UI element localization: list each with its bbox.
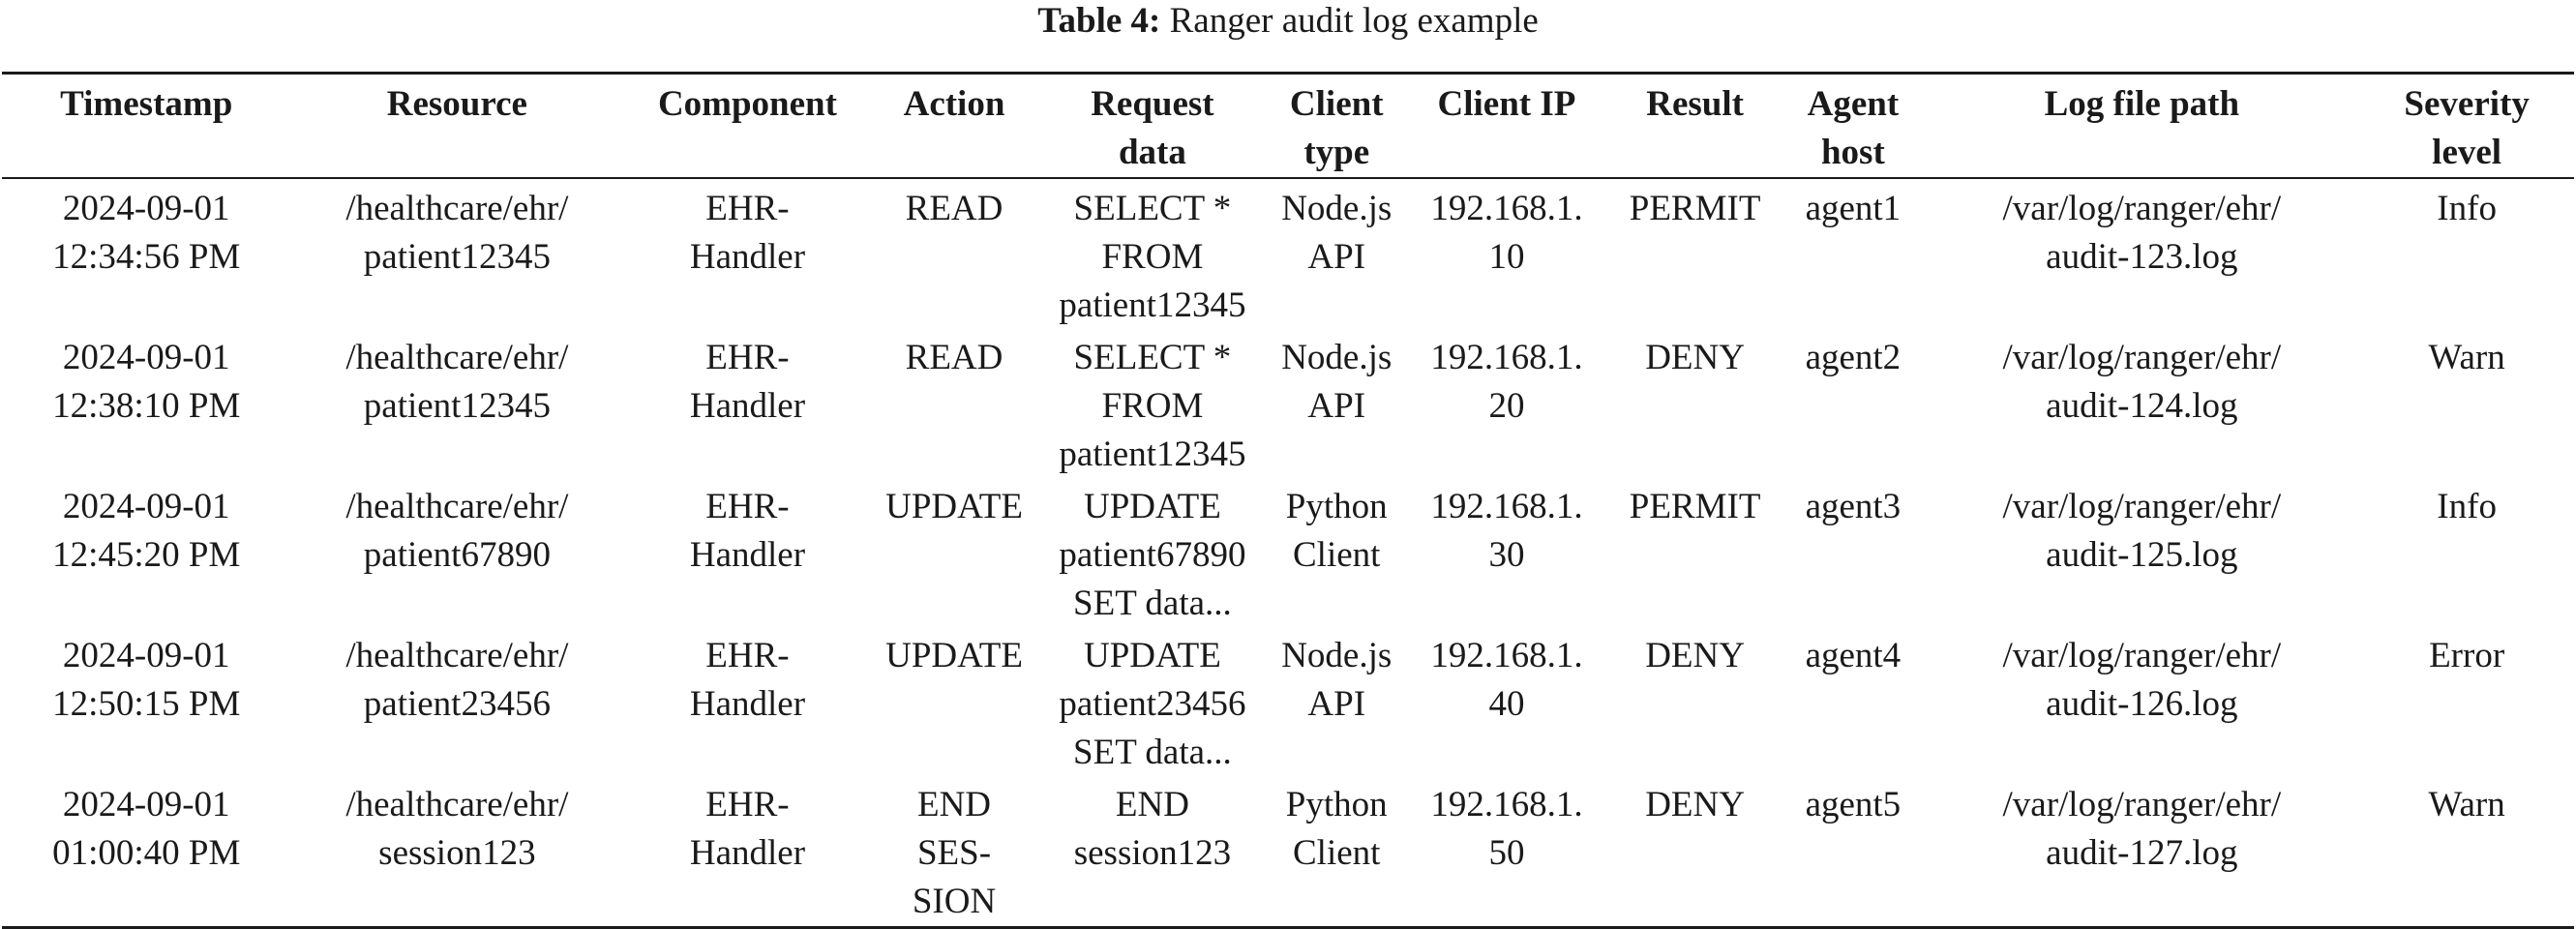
cell-component: EHR- Handler — [689, 189, 806, 277]
cell-resource: /healthcare/ehr/ session123 — [345, 785, 569, 873]
cell-client-ip: 192.168.1. 40 — [1430, 636, 1583, 724]
audit-log-table: Timestamp Resource Component Action Requ… — [2, 72, 2574, 929]
cell-client-type: Node.js API — [1281, 636, 1393, 724]
cell-severity-level: Warn — [2428, 785, 2505, 824]
cell-client-ip: 192.168.1. 20 — [1430, 338, 1583, 426]
cell-timestamp: 2024-09-01 01:00:40 PM — [52, 785, 241, 873]
column-header-client-type: Client type — [1289, 84, 1384, 172]
column-header-action: Action — [903, 84, 1005, 124]
cell-result: PERMIT — [1629, 487, 1761, 526]
cell-log-file-path: /var/log/ranger/ehr/ audit-126.log — [2002, 636, 2282, 724]
table-row: 2024-09-01 12:34:56 PM /healthcare/ehr/ … — [2, 178, 2574, 330]
table-row: 2024-09-01 12:50:15 PM /healthcare/ehr/ … — [2, 628, 2574, 777]
cell-timestamp: 2024-09-01 12:38:10 PM — [52, 338, 241, 426]
cell-severity-level: Error — [2429, 636, 2505, 675]
cell-action: END SES- SION — [912, 785, 997, 921]
cell-component: EHR- Handler — [689, 338, 806, 426]
cell-client-ip: 192.168.1. 10 — [1430, 189, 1583, 277]
cell-client-type: Node.js API — [1281, 189, 1393, 277]
table-caption-label: Table 4: — [1037, 1, 1161, 41]
cell-client-type: Python Client — [1285, 785, 1388, 873]
cell-agent-host: agent4 — [1805, 636, 1902, 675]
cell-action: READ — [905, 189, 1003, 228]
cell-request-data: UPDATE patient67890 SET data... — [1059, 487, 1246, 623]
table-row: 2024-09-01 01:00:40 PM /healthcare/ehr/ … — [2, 777, 2574, 928]
cell-severity-level: Info — [2437, 189, 2497, 228]
column-header-severity-level: Severity level — [2404, 84, 2530, 172]
table-caption-text: Ranger audit log example — [1169, 1, 1539, 41]
cell-log-file-path: /var/log/ranger/ehr/ audit-123.log — [2002, 189, 2282, 277]
cell-client-type: Node.js API — [1281, 338, 1393, 426]
column-header-result: Result — [1646, 84, 1744, 124]
column-header-resource: Resource — [386, 84, 527, 124]
table-row: 2024-09-01 12:38:10 PM /healthcare/ehr/ … — [2, 330, 2574, 479]
cell-agent-host: agent5 — [1805, 785, 1902, 824]
cell-request-data: SELECT * FROM patient12345 — [1059, 338, 1246, 474]
cell-component: EHR- Handler — [689, 636, 806, 724]
cell-result: DENY — [1645, 636, 1745, 675]
table-row: 2024-09-01 12:45:20 PM /healthcare/ehr/ … — [2, 479, 2574, 628]
cell-timestamp: 2024-09-01 12:45:20 PM — [52, 487, 241, 575]
cell-log-file-path: /var/log/ranger/ehr/ audit-124.log — [2002, 338, 2282, 426]
cell-agent-host: agent1 — [1805, 189, 1902, 228]
column-header-timestamp: Timestamp — [60, 84, 233, 124]
cell-resource: /healthcare/ehr/ patient23456 — [345, 636, 569, 724]
cell-client-type: Python Client — [1285, 487, 1388, 575]
cell-component: EHR- Handler — [689, 487, 806, 575]
cell-component: EHR- Handler — [689, 785, 806, 873]
table-caption: Table 4: Ranger audit log example — [0, 2, 2576, 41]
cell-agent-host: agent3 — [1805, 487, 1902, 526]
cell-severity-level: Warn — [2428, 338, 2505, 377]
cell-request-data: SELECT * FROM patient12345 — [1059, 189, 1246, 325]
cell-result: PERMIT — [1629, 189, 1761, 228]
header-row: Timestamp Resource Component Action Requ… — [2, 73, 2574, 178]
cell-log-file-path: /var/log/ranger/ehr/ audit-127.log — [2002, 785, 2282, 873]
cell-resource: /healthcare/ehr/ patient12345 — [345, 189, 569, 277]
cell-result: DENY — [1645, 338, 1745, 377]
column-header-client-ip: Client IP — [1437, 84, 1576, 124]
cell-resource: /healthcare/ehr/ patient12345 — [345, 338, 569, 426]
cell-client-ip: 192.168.1. 50 — [1430, 785, 1583, 873]
cell-client-ip: 192.168.1. 30 — [1430, 487, 1583, 575]
cell-action: READ — [905, 338, 1003, 377]
cell-request-data: UPDATE patient23456 SET data... — [1059, 636, 1246, 772]
cell-request-data: END session123 — [1073, 785, 1232, 873]
cell-action: UPDATE — [885, 636, 1023, 675]
column-header-component: Component — [657, 84, 837, 124]
column-header-agent-host: Agent host — [1807, 84, 1900, 172]
column-header-request-data: Request data — [1091, 84, 1214, 172]
cell-resource: /healthcare/ehr/ patient67890 — [345, 487, 569, 575]
cell-result: DENY — [1645, 785, 1745, 824]
cell-action: UPDATE — [885, 487, 1023, 526]
cell-timestamp: 2024-09-01 12:34:56 PM — [52, 189, 241, 277]
cell-severity-level: Info — [2437, 487, 2497, 526]
column-header-log-file-path: Log file path — [2044, 84, 2240, 124]
cell-timestamp: 2024-09-01 12:50:15 PM — [52, 636, 241, 724]
cell-agent-host: agent2 — [1805, 338, 1902, 377]
cell-log-file-path: /var/log/ranger/ehr/ audit-125.log — [2002, 487, 2282, 575]
